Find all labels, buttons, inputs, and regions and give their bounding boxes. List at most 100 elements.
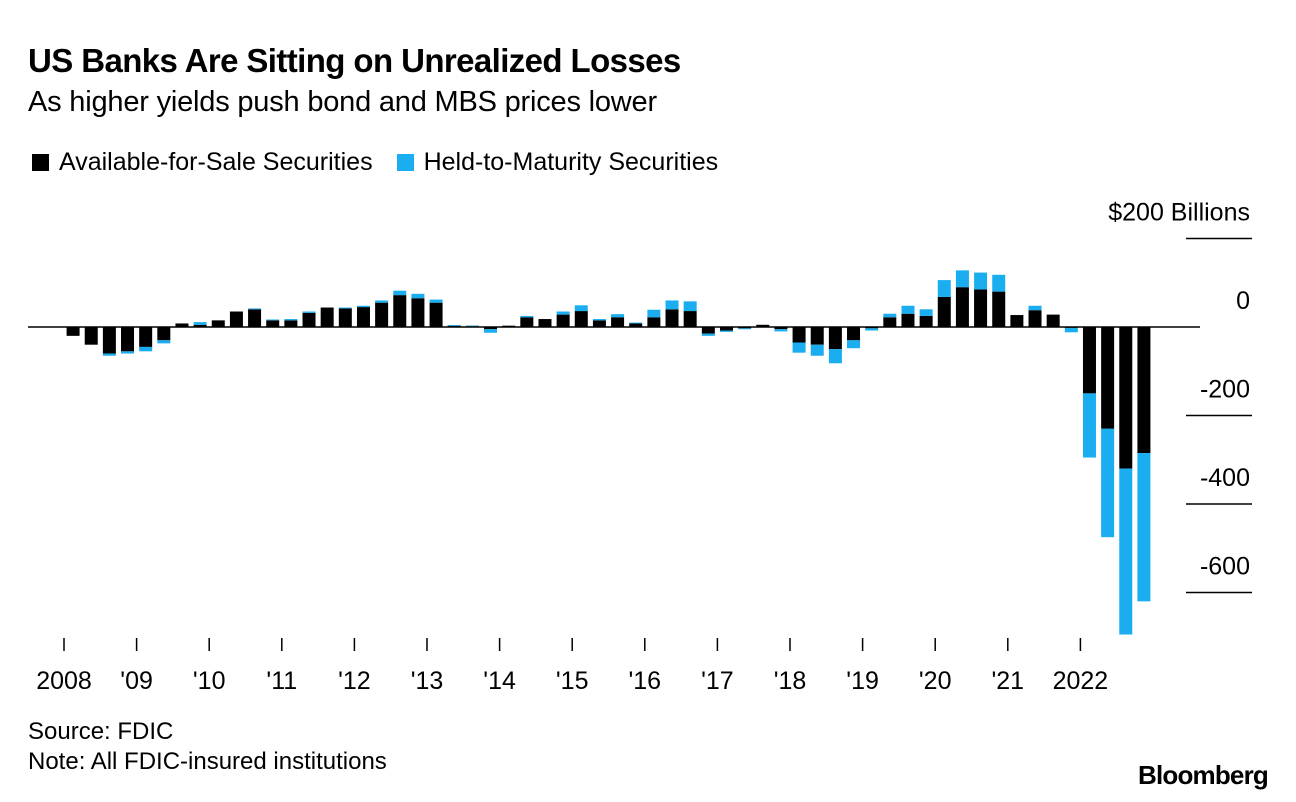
bar-afs-2009Q2 [157,327,171,341]
legend-swatch-htm [396,154,414,171]
bar-htm-2008Q4 [121,351,135,354]
bars-layer [66,270,1151,635]
bar-htm-2020Q3 [974,272,988,290]
bar-afs-2013Q4 [484,327,498,330]
bar-afs-2019Q2 [883,317,897,327]
bar-htm-2022Q2 [1101,428,1115,538]
y-tick-label-200: $200 Billions [1108,199,1250,227]
bar-afs-2016Q3 [683,311,697,327]
bar-afs-2016Q2 [665,309,679,327]
bar-afs-2018Q4 [847,327,861,341]
bar-htm-2019Q2 [883,313,897,318]
bar-afs-2014Q2 [520,317,534,327]
x-tick-label-14: 2022 [1053,667,1109,695]
bar-htm-2015Q3 [611,314,625,318]
bar-htm-2017Q1 [719,330,733,332]
bar-afs-2020Q1 [937,296,951,327]
bar-afs-2011Q4 [338,308,352,328]
bar-afs-2011Q2 [302,312,316,327]
bar-afs-2009Q1 [139,327,153,347]
x-tick-label-13: '21 [992,667,1025,695]
bar-htm-2022Q4 [1137,453,1151,602]
bar-afs-2021Q3 [1046,314,1060,327]
x-tick-label-1: '09 [120,667,153,695]
bar-afs-2010Q2 [229,311,243,327]
bar-afs-2008Q2 [84,327,98,345]
x-tick-label-10: '18 [774,667,807,695]
bar-htm-2012Q3 [393,290,407,296]
bar-htm-2012Q4 [411,293,425,299]
bar-afs-2014Q3 [538,319,552,327]
bar-htm-2021Q4 [1064,327,1078,333]
bar-htm-2019Q3 [901,305,915,314]
bar-afs-2017Q1 [719,327,733,331]
legend-item-afs: Available-for-Sale Securities [32,148,373,177]
bar-afs-2010Q3 [248,309,262,327]
x-tick-label-7: '15 [556,667,589,695]
bar-afs-2013Q1 [429,302,443,327]
x-tick-label-0: 2008 [36,667,92,695]
bar-htm-2022Q3 [1119,468,1133,635]
x-tick-label-2: '10 [193,667,226,695]
x-tick-label-9: '17 [701,667,734,695]
bar-htm-2016Q1 [647,309,661,318]
bar-htm-2011Q4 [338,307,352,309]
bar-htm-2008Q3 [102,353,116,356]
y-tick-label--200: -200 [1200,376,1250,404]
bar-htm-2018Q1 [792,342,806,353]
bar-afs-2018Q1 [792,327,806,343]
bar-htm-2022Q1 [1082,393,1096,458]
bar-afs-2008Q3 [102,327,116,354]
bar-afs-2011Q1 [284,320,298,327]
bar-afs-2019Q3 [901,313,915,328]
bar-htm-2019Q1 [865,328,879,331]
x-tick-label-4: '12 [338,667,371,695]
bar-htm-2015Q4 [629,322,643,324]
bar-afs-2019Q4 [919,315,933,327]
chart-title: US Banks Are Sitting on Unrealized Losse… [28,42,681,79]
bar-afs-2020Q3 [974,289,988,327]
bar-afs-2008Q1 [66,327,80,336]
bar-htm-2021Q2 [1028,305,1042,311]
bar-htm-2013Q1 [429,299,443,303]
bar-htm-2020Q4 [992,274,1006,292]
legend-item-htm: Held-to-Maturity Securities [396,148,718,177]
bar-afs-2009Q4 [193,324,207,327]
x-tick-label-3: '11 [266,667,297,695]
bar-afs-2022Q2 [1101,327,1115,429]
x-axis: 2008 '09 '10 '11 '12 '13 '14 '15 '16 '17 '18 '19 '20… [36,638,1108,695]
bloomberg-logo: Bloomberg [1137,760,1269,790]
bar-htm-2020Q1 [937,280,951,297]
bar-afs-2022Q3 [1119,327,1133,469]
x-tick-label-11: '19 [846,667,879,695]
bar-htm-2017Q4 [774,329,788,332]
bar-afs-2012Q3 [393,295,407,327]
bar-htm-2009Q4 [193,322,207,325]
bar-afs-2012Q4 [411,298,425,327]
x-tick-label-8: '16 [629,667,662,695]
bar-afs-2022Q4 [1137,327,1151,454]
legend-label-afs: Available-for-Sale Securities [59,148,373,176]
bar-htm-2015Q1 [574,305,588,312]
chart-subtitle: As higher yields push bond and MBS price… [28,86,657,118]
bar-htm-2009Q1 [139,346,153,352]
x-tick-label-5: '13 [411,667,444,695]
y-tick-label--400: -400 [1200,464,1250,492]
bar-htm-2019Q4 [919,309,933,316]
bar-htm-2016Q2 [665,300,679,310]
bar-afs-2022Q1 [1082,327,1096,394]
bar-htm-2011Q1 [284,319,298,321]
y-tick-label--600: -600 [1200,553,1250,581]
bar-htm-2012Q2 [375,300,389,303]
legend: Available-for-Sale Securities Held-to-Ma… [32,148,742,177]
bar-htm-2015Q2 [592,319,606,321]
bar-afs-2012Q1 [356,307,370,327]
x-tick-label-6: '14 [483,667,516,695]
bar-htm-2014Q4 [556,311,570,315]
bar-htm-2018Q4 [847,340,861,349]
bar-afs-2010Q4 [266,320,280,327]
bar-htm-2020Q2 [955,270,969,288]
source-note: Source: FDIC [28,718,174,745]
bar-htm-2010Q3 [248,308,262,310]
